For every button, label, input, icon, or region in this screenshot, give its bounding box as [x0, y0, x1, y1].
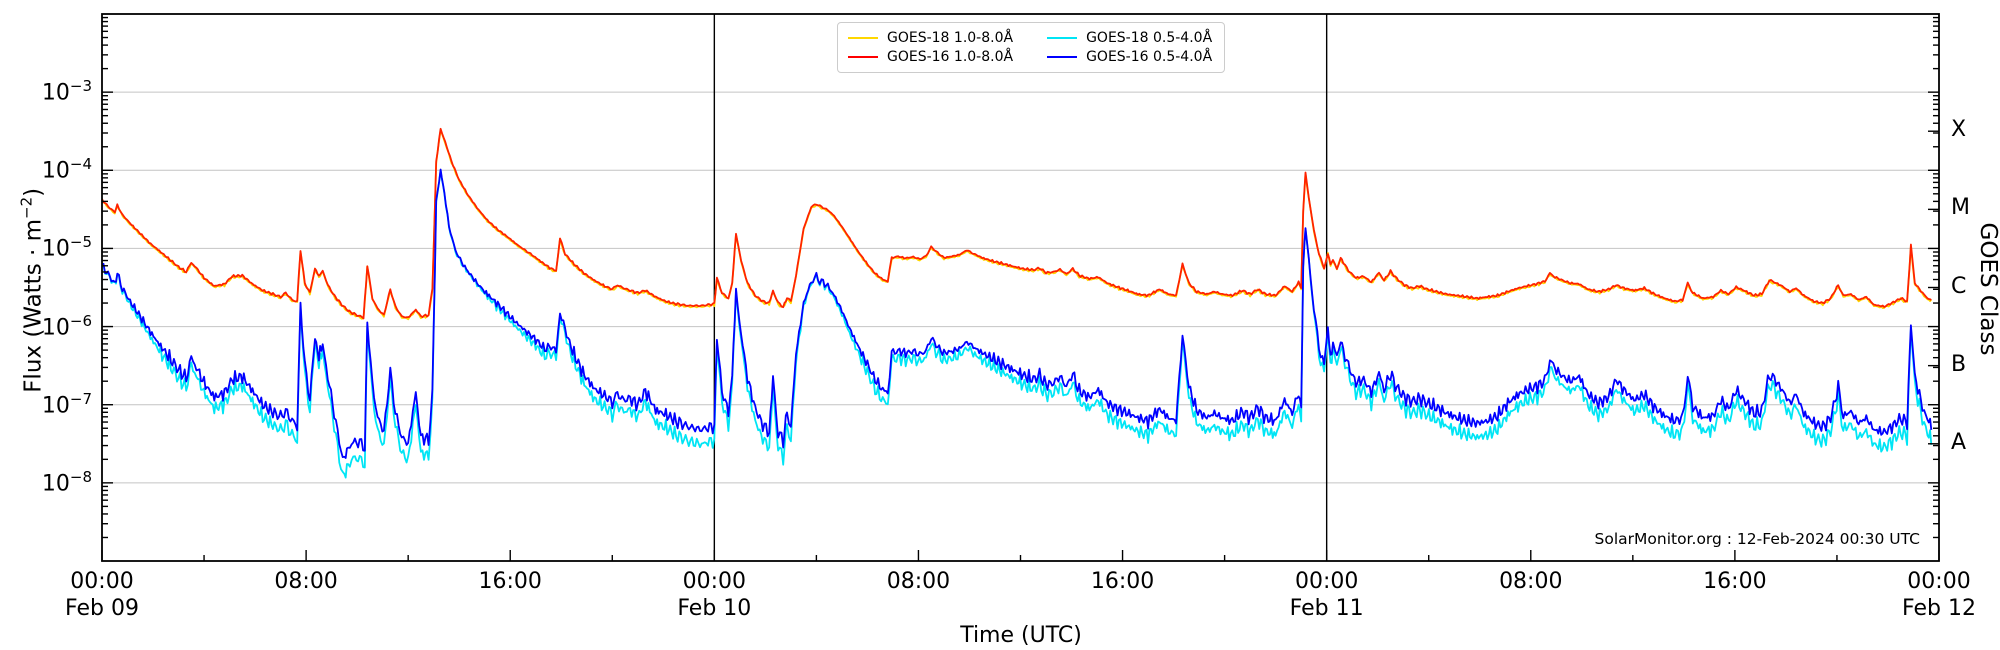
x-tick-label: 08:00 — [274, 569, 338, 594]
x-tick-label: 16:00 — [1703, 569, 1767, 594]
legend-line-swatch — [1047, 56, 1078, 58]
legend-label: GOES-16 0.5-4.0Å — [1086, 49, 1213, 65]
x-tick-label: 00:00 — [682, 569, 747, 594]
legend-label: GOES-16 1.0-8.0Å — [887, 49, 1014, 65]
x-tick-date-label: Feb 10 — [677, 596, 752, 621]
goes-class-label-a: A — [1951, 429, 1967, 455]
x-tick-date-label: Feb 09 — [65, 596, 139, 621]
y-tick-label: 10−3 — [41, 77, 92, 106]
legend-label: GOES-18 0.5-4.0Å — [1086, 30, 1213, 46]
legend-item: GOES-18 1.0-8.0Å — [848, 30, 1013, 46]
series-line-goes-18-1-0-8-0- — [102, 129, 1933, 321]
legend-item: GOES-16 1.0-8.0Å — [848, 49, 1013, 65]
y-tick-label: 10−5 — [41, 233, 92, 262]
y-tick-label: 10−8 — [41, 467, 92, 497]
plot-frame — [101, 13, 1940, 562]
day-boundary-lines — [713, 14, 1328, 561]
y-axis-title-suffix: ) — [20, 187, 47, 197]
legend-item: GOES-16 0.5-4.0Å — [1047, 49, 1212, 65]
x-tick-label: 08:00 — [1499, 569, 1563, 594]
x-tick-label: 08:00 — [886, 569, 951, 594]
x-axis-title: Time (UTC) — [960, 623, 1082, 648]
legend-line-swatch — [848, 56, 878, 58]
x-tick-date-label: Feb 12 — [1902, 596, 1976, 621]
axis-ticks — [101, 16, 1940, 561]
goes-class-label-x: X — [1951, 117, 1967, 143]
y-axis-title-exponent: −2 — [17, 196, 36, 219]
series-line-goes-18-0-5-4-0- — [102, 169, 1933, 479]
x-tick-label: 00:00 — [70, 569, 134, 594]
goes-class-label-c: C — [1951, 273, 1967, 299]
y-axis-title-right: GOES Class — [1975, 222, 2000, 356]
legend-line-swatch — [1047, 37, 1078, 39]
legend-line-swatch — [848, 37, 878, 39]
legend-box: GOES-18 1.0-8.0Å GOES-16 1.0-8.0Å GOES-18 … — [837, 22, 1226, 73]
y-tick-label: 10−7 — [41, 389, 92, 419]
series-lines — [102, 127, 1933, 479]
y-axis-title-left: Flux (Watts · m−2) — [18, 80, 47, 500]
gridlines — [102, 91, 1939, 484]
x-tick-label: 00:00 — [1907, 569, 1971, 594]
x-tick-date-label: Feb 11 — [1289, 596, 1364, 621]
x-tick-label: 16:00 — [1090, 569, 1155, 594]
goes-class-label-b: B — [1951, 351, 1967, 377]
y-tick-label: 10−4 — [41, 155, 92, 184]
series-line-goes-16-1-0-8-0- — [102, 127, 1932, 320]
y-axis-title-prefix: Flux (Watts · m — [20, 218, 47, 393]
solarmonitor-annotation: SolarMonitor.org : 12-Feb-2024 00:30 UTC — [1594, 530, 1920, 548]
series-line-goes-16-0-5-4-0- — [102, 168, 1933, 459]
x-tick-label: 00:00 — [1294, 569, 1359, 594]
x-tick-label: 16:00 — [478, 569, 542, 594]
legend-item: GOES-18 0.5-4.0Å — [1047, 30, 1212, 46]
goes-class-label-m: M — [1951, 195, 1970, 221]
y-tick-label: 10−6 — [41, 311, 92, 340]
legend-label: GOES-18 1.0-8.0Å — [887, 30, 1014, 46]
